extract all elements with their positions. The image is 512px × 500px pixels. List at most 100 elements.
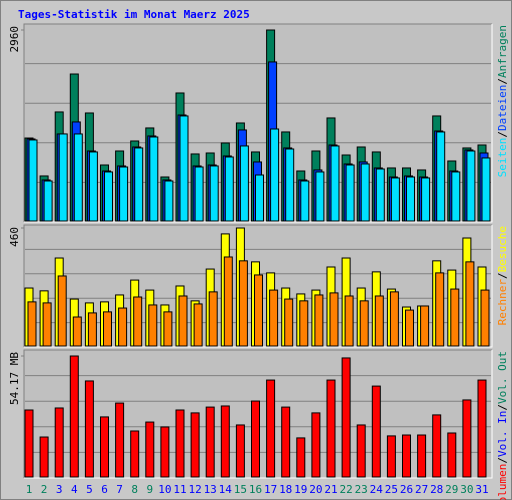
bar bbox=[420, 305, 430, 347]
x-tick-label: 24 bbox=[370, 483, 384, 496]
bar bbox=[58, 133, 68, 222]
bar bbox=[345, 164, 355, 222]
bar bbox=[450, 288, 460, 347]
bar bbox=[27, 301, 37, 347]
legend: Volumen/Vol. In/Vol. Out bbox=[496, 351, 509, 500]
bar bbox=[57, 275, 67, 347]
bar bbox=[88, 151, 98, 222]
bar bbox=[329, 292, 339, 347]
x-tick-label: 7 bbox=[116, 483, 123, 496]
bar bbox=[220, 405, 230, 478]
legend-separator: / bbox=[496, 404, 509, 411]
bar bbox=[314, 294, 324, 347]
bar bbox=[477, 379, 487, 478]
x-tick-label: 18 bbox=[279, 483, 292, 496]
bar bbox=[149, 136, 159, 222]
x-tick-label: 5 bbox=[86, 483, 93, 496]
chart-title: Tages-Statistik im Monat Maerz 2025 bbox=[18, 8, 250, 21]
bar bbox=[315, 171, 325, 222]
bar bbox=[326, 379, 336, 478]
x-tick-label: 2 bbox=[41, 483, 48, 496]
bar bbox=[360, 163, 370, 222]
bar bbox=[130, 430, 140, 478]
bar bbox=[375, 168, 385, 222]
bar bbox=[178, 295, 188, 347]
bar bbox=[406, 176, 415, 222]
bar bbox=[72, 316, 82, 347]
bar bbox=[118, 307, 128, 347]
panel-bevel bbox=[23, 23, 492, 222]
legend-separator: / bbox=[496, 272, 509, 279]
bar bbox=[269, 289, 279, 347]
legend-entry: Besuche bbox=[496, 226, 509, 272]
bar bbox=[251, 400, 260, 478]
bar bbox=[42, 302, 52, 347]
panel-bevel bbox=[24, 225, 493, 348]
x-tick-label: 29 bbox=[445, 483, 458, 496]
bar bbox=[208, 291, 218, 347]
x-tick-label: 17 bbox=[264, 483, 277, 496]
legend-entry: Vol. Out bbox=[496, 351, 509, 404]
bar bbox=[54, 407, 64, 478]
bar bbox=[435, 272, 445, 347]
bar bbox=[175, 409, 185, 478]
bar bbox=[465, 261, 475, 347]
x-tick-label: 13 bbox=[204, 483, 217, 496]
legend-separator: / bbox=[496, 131, 509, 138]
bar bbox=[134, 147, 144, 222]
bar bbox=[356, 424, 366, 478]
bar bbox=[270, 128, 280, 222]
bar bbox=[451, 171, 461, 222]
bar bbox=[466, 150, 476, 222]
bar bbox=[194, 166, 204, 222]
bar bbox=[115, 402, 125, 478]
bar bbox=[24, 409, 34, 478]
x-tick-label: 9 bbox=[146, 483, 153, 496]
bar bbox=[417, 434, 427, 478]
bar bbox=[281, 406, 291, 478]
legend-entry: Rechner bbox=[496, 279, 509, 326]
bar bbox=[374, 295, 384, 347]
bar bbox=[254, 274, 263, 347]
x-tick-label: 3 bbox=[56, 483, 63, 496]
bar bbox=[390, 177, 400, 222]
bar bbox=[160, 426, 170, 478]
legend-separator: / bbox=[496, 457, 509, 464]
x-tick-label: 1 bbox=[26, 483, 33, 496]
bar bbox=[462, 399, 472, 478]
panel-bevel bbox=[24, 350, 493, 479]
bar bbox=[266, 379, 276, 478]
bar bbox=[238, 260, 248, 347]
bar bbox=[224, 156, 234, 222]
bar bbox=[480, 289, 490, 347]
bar bbox=[447, 432, 457, 478]
bar bbox=[432, 414, 442, 478]
bar bbox=[239, 145, 249, 222]
legend-separator: / bbox=[496, 78, 509, 85]
x-tick-label: 30 bbox=[460, 483, 473, 496]
bar bbox=[148, 304, 158, 347]
bar bbox=[405, 309, 414, 347]
panel-bevel bbox=[23, 224, 492, 347]
bar bbox=[371, 385, 381, 478]
bar bbox=[193, 303, 203, 347]
x-tick-label: 14 bbox=[219, 483, 233, 496]
bar bbox=[43, 180, 53, 222]
x-tick-label: 23 bbox=[355, 483, 368, 496]
bar bbox=[133, 296, 143, 347]
x-tick-label: 22 bbox=[339, 483, 352, 496]
bar bbox=[421, 177, 431, 222]
bar bbox=[436, 131, 446, 222]
x-tick-label: 11 bbox=[173, 483, 186, 496]
legend-entry: Seiten bbox=[496, 138, 509, 178]
x-tick-label: 25 bbox=[385, 483, 398, 496]
bar bbox=[389, 291, 399, 347]
y-tick-label: 54.17 MB bbox=[8, 352, 21, 405]
bar bbox=[164, 180, 174, 222]
x-tick-label: 27 bbox=[415, 483, 428, 496]
legend: Seiten/Dateien/Anfragen bbox=[496, 25, 509, 177]
bar bbox=[255, 174, 264, 222]
bar bbox=[39, 436, 49, 478]
legend-entry: Dateien bbox=[496, 85, 509, 131]
bar bbox=[299, 300, 309, 347]
